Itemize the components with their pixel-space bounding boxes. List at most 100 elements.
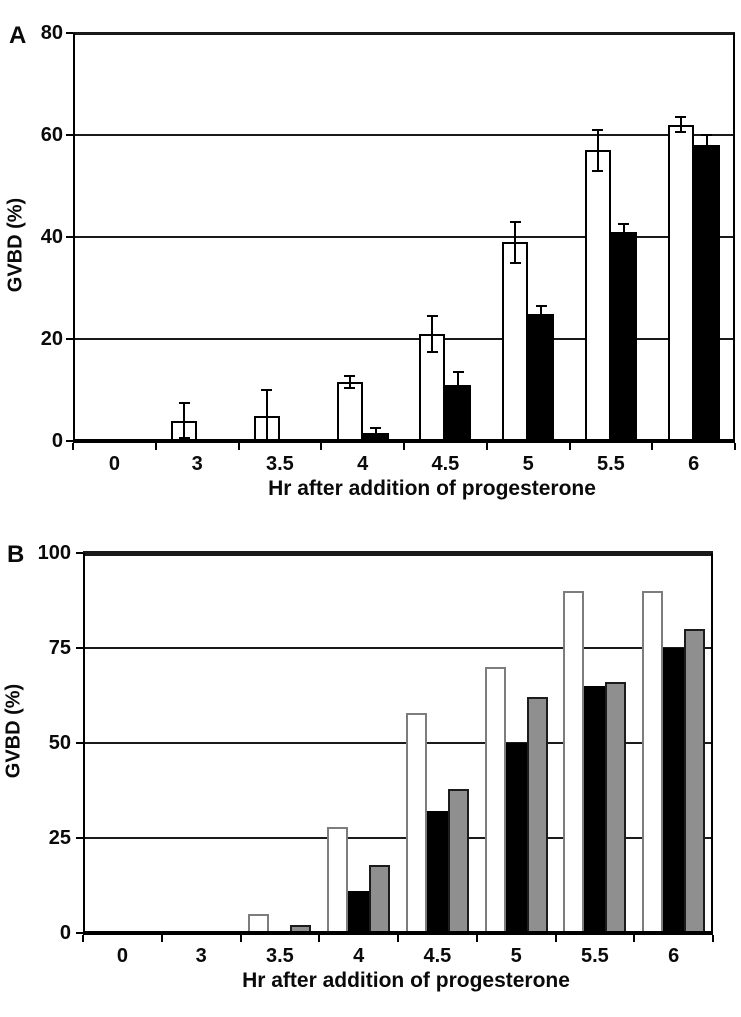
bar-open-bars — [327, 826, 349, 933]
x-tick-label: 5 — [510, 945, 522, 967]
x-axis-tick — [318, 935, 321, 942]
x-tick-label: 3 — [191, 453, 203, 475]
bar-black-bars — [426, 811, 448, 933]
error-bar-cap-bottom — [535, 320, 547, 323]
x-axis-tick — [734, 443, 736, 450]
error-bar-cap-top — [370, 427, 382, 430]
x-axis-tick — [154, 443, 157, 450]
error-bar-cap-bottom — [509, 261, 521, 264]
error-bar-cap-bottom — [592, 169, 604, 172]
y-axis-line — [73, 33, 75, 441]
error-bar-cap-top — [509, 220, 521, 223]
x-tick-label: 3 — [195, 945, 207, 967]
y-tick-label: 0 — [59, 922, 71, 944]
x-tick-label: 5.5 — [596, 453, 625, 475]
error-bar-line — [265, 390, 268, 441]
y-tick-label: 50 — [48, 732, 71, 754]
panel-a-x-axis-title: Hr after addition of progesterone — [268, 477, 596, 500]
y-axis-tick — [76, 742, 83, 744]
error-bar-cap-top — [701, 134, 713, 136]
gridline — [73, 338, 735, 340]
y-axis-line — [83, 553, 85, 933]
x-tick-label: 4.5 — [431, 453, 460, 475]
error-bar-cap-bottom — [675, 131, 687, 134]
error-bar-line — [348, 376, 351, 389]
panel-b-plot-area: 0 25 50 75 100 0 3 3.5 4 4.5 5 5.5 6 — [38, 542, 714, 967]
error-bar-cap-bottom — [178, 437, 190, 440]
error-bar-line — [596, 129, 599, 171]
x-axis-tick — [568, 443, 571, 450]
error-bar-line — [374, 428, 377, 439]
error-bar-cap-bottom — [452, 396, 464, 399]
bar-open-bars — [584, 150, 611, 441]
y-axis-tick — [66, 32, 73, 34]
bar-open-bars — [502, 242, 529, 441]
x-axis-tick — [554, 935, 557, 942]
x-axis-tick — [712, 935, 714, 942]
bar-black-bars — [693, 145, 720, 441]
y-axis-tick — [76, 552, 83, 554]
x-axis-tick — [239, 935, 242, 942]
error-bar-cap-bottom — [370, 437, 382, 440]
y-axis-tick — [66, 338, 73, 340]
x-axis-tick — [651, 443, 654, 450]
error-bar-line — [622, 224, 625, 240]
x-axis-tick — [237, 443, 240, 450]
bar-open-bars — [336, 382, 363, 441]
bar-black-bars — [610, 231, 637, 441]
panel-b-x-axis-title: Hr after addition of progesterone — [242, 969, 570, 992]
x-tick-label: 0 — [116, 945, 128, 967]
error-bar-cap-top — [344, 375, 356, 378]
bar-open-bars — [563, 591, 585, 933]
panel-b-y-axis-title: GVBD (%) — [2, 683, 25, 779]
y-tick-label: 60 — [40, 124, 63, 146]
bar-black-bars — [663, 648, 685, 933]
x-axis-tick — [72, 443, 74, 450]
error-bar-cap-top — [426, 315, 438, 318]
y-tick-label: 100 — [37, 542, 71, 564]
bar-open-bars — [484, 667, 506, 933]
panel-a-letter: A — [9, 22, 27, 49]
error-bar-cap-bottom — [701, 154, 713, 157]
bar-black-bars — [528, 313, 555, 441]
y-axis-tick — [76, 932, 83, 934]
error-bar-line — [183, 402, 186, 439]
gridline — [83, 837, 713, 839]
x-tick-label: 6 — [688, 453, 700, 475]
y-axis-tick — [76, 837, 83, 839]
bar-gray-bars — [526, 697, 548, 933]
gridline — [83, 647, 713, 649]
y-axis-tick — [66, 236, 73, 238]
bar-open-bars — [248, 914, 270, 933]
gridline — [83, 742, 713, 744]
error-bar-cap-top — [178, 401, 190, 404]
y-tick-label: 80 — [40, 22, 63, 44]
error-bar-cap-bottom — [344, 387, 356, 390]
x-tick-label: 4 — [353, 945, 365, 967]
bar-open-bars — [642, 591, 664, 933]
top-gridline — [83, 550, 713, 556]
x-axis-tick — [475, 935, 478, 942]
y-axis-tick — [76, 647, 83, 649]
error-bar-cap-top — [618, 223, 630, 226]
bar-gray-bars — [605, 682, 627, 933]
y-tick-label: 0 — [51, 430, 63, 452]
panel-b-letter: B — [7, 541, 25, 568]
x-tick-label: 4.5 — [423, 945, 452, 967]
bar-black-bars — [348, 891, 370, 933]
x-axis-tick — [633, 935, 636, 942]
error-bar-cap-bottom — [426, 350, 438, 353]
x-tick-label: 3.5 — [265, 945, 294, 967]
bar-black-bars — [584, 686, 606, 933]
error-bar-cap-top — [535, 304, 547, 307]
x-axis-tick — [320, 443, 323, 450]
x-axis-tick — [397, 935, 399, 942]
error-bar-line — [679, 117, 682, 133]
gridline — [73, 236, 735, 238]
error-bar-line — [705, 135, 708, 156]
plot-right-border — [711, 553, 713, 933]
bar-gray-bars — [684, 629, 706, 933]
bar-gray-bars — [290, 925, 312, 933]
error-bar-cap-bottom — [618, 238, 630, 241]
